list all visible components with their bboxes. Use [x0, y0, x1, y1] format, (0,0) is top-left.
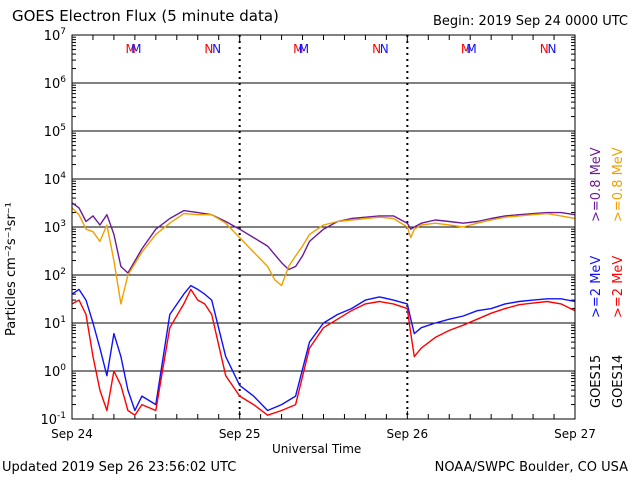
credit-text: NOAA/SWPC Boulder, CO USA [434, 460, 628, 475]
x-tick-label: Sep 25 [219, 427, 261, 441]
y-tick-label: 107 [44, 27, 66, 44]
legend-entry: >=0.8 MeV [611, 147, 626, 222]
begin-time: Begin: 2019 Sep 24 0000 UTC [432, 14, 628, 29]
marker-label: M [126, 42, 136, 56]
marker-label: M [299, 42, 309, 56]
y-tick-label: 100 [44, 363, 67, 380]
y-tick-label: 106 [44, 75, 67, 92]
legend-entry: GOES15 [589, 354, 604, 408]
plot-frame [71, 34, 576, 420]
marker-label: N [540, 42, 549, 56]
y-tick-label: 101 [44, 315, 66, 332]
marker-label: M [293, 42, 303, 56]
marker-label: M [461, 42, 471, 56]
series-line-0 [71, 202, 576, 274]
series-line-3 [71, 288, 576, 416]
legend-entry: >=2 MeV [611, 255, 626, 318]
marker-label: N [372, 42, 381, 56]
marker-label: N [212, 42, 221, 56]
marker-label: M [466, 42, 476, 56]
page-title: GOES Electron Flux (5 minute data) [12, 7, 279, 25]
y-tick-label: 10-1 [40, 411, 66, 428]
series-line-2 [71, 284, 576, 412]
marker-label: N [204, 42, 213, 56]
updated-time: Updated 2019 Sep 26 23:56:02 UTC [2, 460, 237, 475]
x-tick-label: Sep 24 [51, 427, 93, 441]
x-tick-label: Sep 26 [386, 427, 428, 441]
marker-label: N [380, 42, 389, 56]
legend-entry: >=2 MeV [589, 255, 604, 318]
series-line-1 [71, 207, 576, 305]
x-tick-label: Sep 27 [554, 427, 596, 441]
y-tick-label: 102 [44, 267, 66, 284]
marker-label: N [547, 42, 556, 56]
legend-entry: GOES14 [611, 354, 626, 408]
y-tick-label: 103 [44, 219, 66, 236]
marker-label: M [131, 42, 141, 56]
y-tick-label: 105 [44, 123, 66, 140]
legend-entry: >=0.8 MeV [589, 147, 604, 222]
y-axis-label: Particles cm⁻²s⁻¹sr⁻¹ [4, 202, 19, 336]
y-tick-label: 104 [44, 171, 67, 188]
x-axis-label: Universal Time [272, 442, 362, 456]
